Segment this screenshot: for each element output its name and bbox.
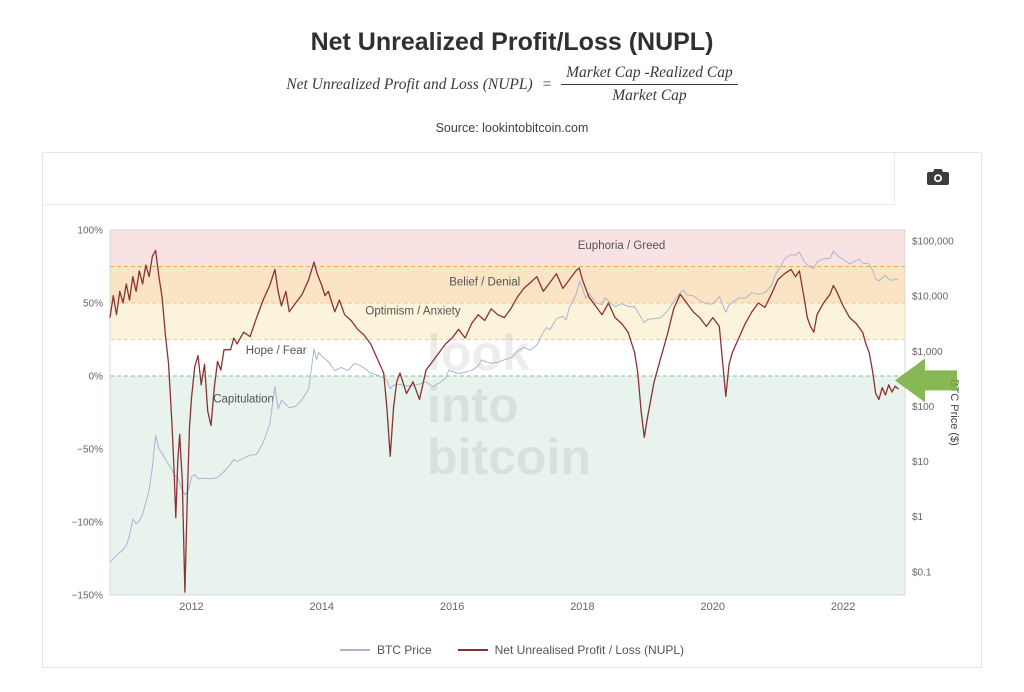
band-hope-fear: [110, 339, 905, 376]
band-label-euphoria-greed: Euphoria / Greed: [578, 240, 666, 252]
band-label-optimism-anxiety: Optimism / Anxiety: [365, 306, 460, 318]
y-right-tick-label: $1,000: [912, 347, 943, 358]
y-right-axis-title: BTC Price ($): [948, 379, 960, 446]
chart-legend: BTC Price Net Unrealised Profit / Loss (…: [43, 633, 981, 666]
band-label-capitulation: Capitulation: [213, 393, 274, 405]
x-tick-label: 2016: [440, 601, 464, 613]
camera-icon: [927, 168, 949, 191]
formula-equals: =: [541, 75, 553, 93]
page-title: Net Unrealized Profit/Loss (NUPL): [310, 28, 714, 56]
formula-lhs: Net Unrealized Profit and Loss (NUPL): [286, 75, 533, 93]
band-label-hope-fear: Hope / Fear: [246, 345, 307, 357]
y-right-tick-label: $100: [912, 402, 935, 413]
x-tick-label: 2022: [831, 601, 855, 613]
band-belief-denial: [110, 266, 905, 303]
y-left-tick-label: 50%: [83, 299, 103, 310]
y-right-tick-label: $10: [912, 457, 929, 468]
nupl-formula: Net Unrealized Profit and Loss (NUPL) = …: [0, 64, 1024, 105]
watermark-text: bitcoin: [427, 429, 591, 485]
panel-toolbar: [43, 153, 981, 205]
x-tick-label: 2020: [701, 601, 725, 613]
watermark-text: into: [427, 377, 519, 433]
x-tick-label: 2018: [570, 601, 594, 613]
watermark-text: look: [427, 325, 530, 381]
net-unrealised-profit-loss-nupl-line: [109, 249, 899, 593]
nupl-line-swatch: [457, 648, 488, 651]
btc-price-line-swatch: [339, 648, 370, 651]
btc-price-line: [109, 250, 899, 563]
y-right-tick-label: $100,000: [912, 237, 954, 248]
band-capitulation: [110, 376, 905, 595]
y-left-tick-label: −50%: [77, 445, 103, 456]
x-tick-label: 2012: [179, 601, 203, 613]
chart-area: look into bitcoin Euphoria / Greed Belief / …: [43, 205, 981, 633]
y-right-tick-label: $10,000: [912, 292, 949, 303]
band-label-belief-denial: Belief / Denial: [449, 276, 520, 288]
x-tick-label: 2014: [310, 601, 334, 613]
y-right-tick-label: $0.1: [912, 567, 932, 578]
y-left-tick-label: −150%: [72, 591, 104, 602]
legend-item-nupl[interactable]: Net Unrealised Profit / Loss (NUPL): [457, 642, 685, 657]
current-value-arrow: [895, 358, 957, 403]
y-left-tick-label: 100%: [77, 226, 103, 237]
chart-panel: look into bitcoin Euphoria / Greed Belief / …: [42, 152, 982, 668]
band-euphoria-greed: [110, 230, 905, 267]
legend-item-btc-price[interactable]: BTC Price: [339, 642, 432, 657]
formula-fraction: Market Cap -Realized Cap Market Cap: [561, 64, 738, 105]
y-left-tick-label: 0%: [89, 372, 104, 383]
source-text: Source: lookintobitcoin.com: [435, 121, 589, 135]
formula-denominator: Market Cap: [612, 87, 687, 104]
y-left-tick-label: −100%: [72, 518, 104, 529]
formula-numerator: Market Cap -Realized Cap: [561, 64, 738, 85]
download-image-button[interactable]: [894, 153, 981, 205]
legend-label: BTC Price: [376, 642, 432, 657]
legend-label: Net Unrealised Profit / Loss (NUPL): [494, 642, 685, 657]
y-right-tick-label: $1: [912, 512, 924, 523]
nupl-chart[interactable]: lookintobitcoin Euphoria / Greed Belief / …: [43, 205, 981, 633]
plot-frame: [109, 229, 906, 596]
